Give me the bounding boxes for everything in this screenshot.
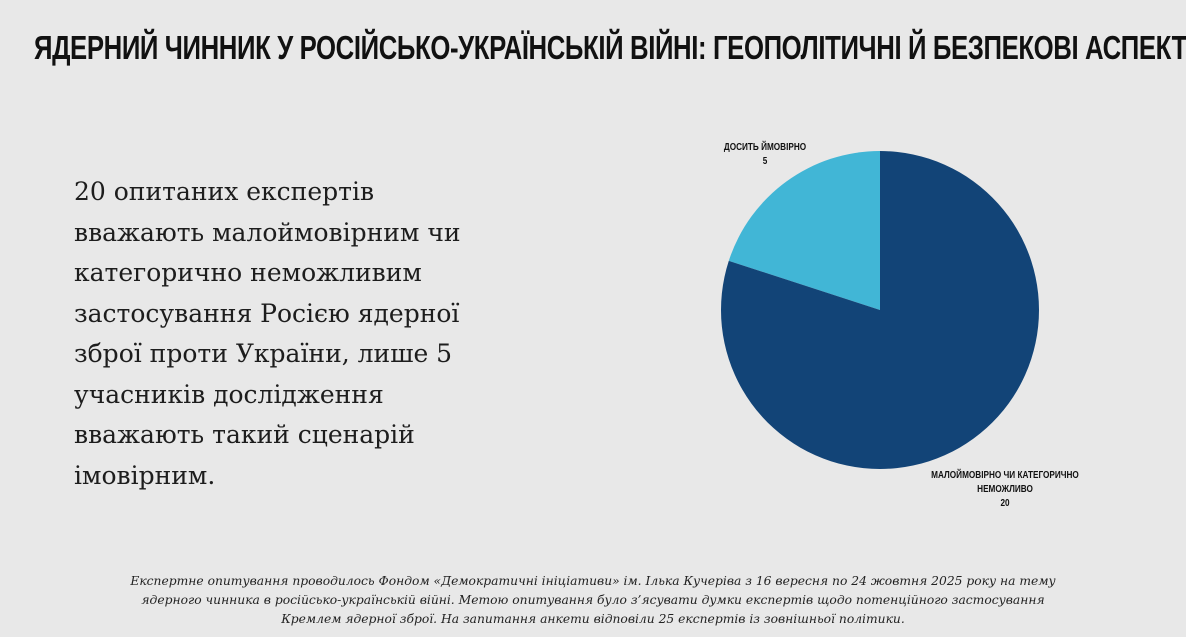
pie-chart bbox=[715, 145, 1045, 475]
footnote-line: Експертне опитування проводилось Фондом … bbox=[130, 574, 1056, 588]
footnote: Експертне опитування проводилось Фондом … bbox=[80, 572, 1106, 629]
label-likely-value: 5 bbox=[762, 156, 768, 167]
page-title: ЯДЕРНИЙ ЧИННИК У РОСІЙСЬКО-УКРАЇНСЬКІЙ В… bbox=[34, 29, 1186, 66]
label-likely-name: ДОСИТЬ ЙМОВІРНО bbox=[723, 142, 807, 153]
footnote-line: ядерного чинника в російсько-українській… bbox=[141, 593, 1045, 607]
pie-label-likely: ДОСИТЬ ЙМОВІРНО 5 bbox=[712, 141, 819, 169]
label-unlikely-name: МАЛОЙМОВІРНО ЧИ КАТЕГОРИЧНО НЕМОЖЛИВО bbox=[931, 470, 1079, 495]
pie-label-unlikely: МАЛОЙМОВІРНО ЧИ КАТЕГОРИЧНО НЕМОЖЛИВО 20 bbox=[903, 469, 1108, 511]
footnote-line: Кремлем ядерної зброї. На запитання анке… bbox=[281, 612, 905, 626]
label-unlikely-value: 20 bbox=[1000, 498, 1010, 509]
pie-slice bbox=[728, 151, 880, 310]
summary-text: 20 опитаних експертів вважають малоймові… bbox=[74, 177, 461, 490]
pie-slice bbox=[721, 151, 1039, 469]
pie-svg bbox=[721, 151, 1039, 469]
